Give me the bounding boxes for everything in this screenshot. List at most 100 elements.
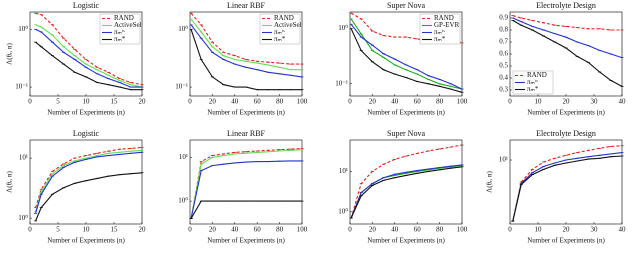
chart-title: Electrolyte Design [536, 129, 596, 138]
x-tick-label: 0 [28, 98, 32, 106]
x-tick-label: 10 [535, 226, 543, 234]
legend-label: πₘᵗˢ [114, 28, 125, 36]
x-tick-label: 20 [139, 226, 147, 234]
x-axis-label: Number of Experiments (n) [367, 109, 445, 117]
chart-title: Linear RBF [227, 1, 266, 10]
chart-title: Linear RBF [227, 129, 266, 138]
series-line [350, 144, 463, 219]
y-tick-label: 10⁻¹ [175, 83, 188, 91]
x-tick-label: 40 [391, 98, 399, 106]
series-line [512, 155, 623, 222]
y-tick-label: 10¹ [179, 153, 188, 161]
series-line [35, 151, 143, 214]
chart-title: Super Nova [387, 1, 425, 10]
x-tick-label: 40 [619, 98, 627, 106]
y-tick-label: 10⁰ [18, 25, 28, 33]
series-line [512, 17, 623, 59]
y-tick-label: 10⁻¹ [335, 79, 348, 87]
x-tick-label: 60 [254, 226, 262, 234]
x-tick-label: 20 [209, 98, 217, 106]
y-tick-label: 0.8 [499, 26, 508, 34]
x-tick-label: 5 [56, 226, 60, 234]
legend-label: RAND [434, 14, 454, 22]
x-axis-label: Number of Experiments (n) [367, 237, 445, 245]
x-tick-label: 0 [188, 226, 192, 234]
x-axis-label: Number of Experiments (n) [527, 109, 605, 117]
legend-label: πₘᵗˢ [527, 78, 538, 86]
y-tick-label: 10¹ [339, 167, 348, 175]
y-tick-label: 0.6 [499, 50, 508, 58]
x-tick-label: 20 [139, 98, 147, 106]
y-tick-label: 10⁻¹ [15, 83, 28, 91]
y-axis-label: Λ(θᵣ, n) [486, 170, 494, 192]
y-tick-label: 10⁰ [338, 24, 348, 32]
y-tick-label: 10⁰ [338, 207, 348, 215]
plot-frame [189, 139, 303, 225]
y-tick-label: 10⁰ [178, 25, 188, 33]
series-line [35, 149, 143, 212]
legend-label: GP-EVR [434, 21, 460, 29]
x-tick-label: 20 [563, 226, 571, 234]
x-tick-label: 100 [457, 226, 468, 234]
series-line [190, 200, 302, 219]
x-tick-label: 60 [414, 98, 422, 106]
series-line [512, 15, 622, 31]
series-line [190, 12, 302, 65]
x-tick-label: 80 [276, 226, 284, 234]
legend-label: RAND [527, 71, 547, 79]
series-line [35, 172, 143, 222]
plot-frame [509, 139, 623, 225]
y-tick-label: 10⁰ [18, 214, 28, 222]
x-tick-label: 60 [414, 226, 422, 234]
legend-box [512, 70, 554, 95]
x-tick-label: 100 [457, 98, 468, 106]
legend-label: πₘ* [114, 35, 126, 43]
x-tick-label: 40 [231, 98, 239, 106]
x-axis-label: Number of Experiments (n) [47, 109, 125, 117]
x-tick-label: 40 [391, 226, 399, 234]
y-tick-label: 0.5 [499, 62, 508, 70]
x-tick-label: 10 [535, 98, 543, 106]
y-axis-label: Λ(θᵣ, n) [6, 170, 14, 192]
y-tick-label: 0.3 [499, 86, 508, 94]
x-axis-label: Number of Experiments (n) [207, 109, 285, 117]
x-tick-label: 20 [209, 226, 217, 234]
x-tick-label: 20 [369, 98, 377, 106]
y-tick-label: 10⁰ [178, 197, 188, 205]
legend-label: πₘᵗˢ [434, 28, 445, 36]
x-axis-label: Number of Experiments (n) [527, 237, 605, 245]
x-tick-label: 10 [83, 226, 91, 234]
series-line [190, 149, 303, 219]
x-tick-label: 80 [436, 226, 444, 234]
x-tick-label: 40 [619, 226, 627, 234]
x-tick-label: 100 [297, 98, 308, 106]
x-tick-label: 15 [111, 226, 119, 234]
x-tick-label: 60 [254, 98, 262, 106]
x-tick-label: 10 [83, 98, 91, 106]
y-tick-label: 10¹ [499, 156, 508, 164]
legend-label: πₘ* [527, 85, 539, 93]
x-tick-label: 15 [111, 98, 119, 106]
x-tick-label: 30 [591, 226, 599, 234]
x-tick-label: 20 [369, 226, 377, 234]
plot-frame [189, 11, 303, 97]
x-tick-label: 0 [348, 226, 352, 234]
x-tick-label: 0 [188, 98, 192, 106]
legend-label: RAND [114, 14, 134, 22]
x-tick-label: 80 [436, 98, 444, 106]
x-tick-label: 100 [297, 226, 308, 234]
legend-label: πₘ* [274, 35, 286, 43]
chart-title: Logistic [73, 1, 100, 10]
x-tick-label: 0 [28, 226, 32, 234]
y-axis-label: Λ(θᵣ, n) [6, 42, 14, 64]
x-tick-label: 0 [508, 226, 512, 234]
legend-label: ActiveSel [274, 21, 302, 29]
x-tick-label: 5 [56, 98, 60, 106]
series-line [512, 145, 623, 222]
series-line [350, 166, 463, 219]
y-tick-label: 10¹ [19, 154, 28, 162]
x-axis-label: Number of Experiments (n) [207, 237, 285, 245]
y-tick-label: 0.4 [499, 74, 508, 82]
legend-label: πₘᵗˢ [274, 28, 285, 36]
